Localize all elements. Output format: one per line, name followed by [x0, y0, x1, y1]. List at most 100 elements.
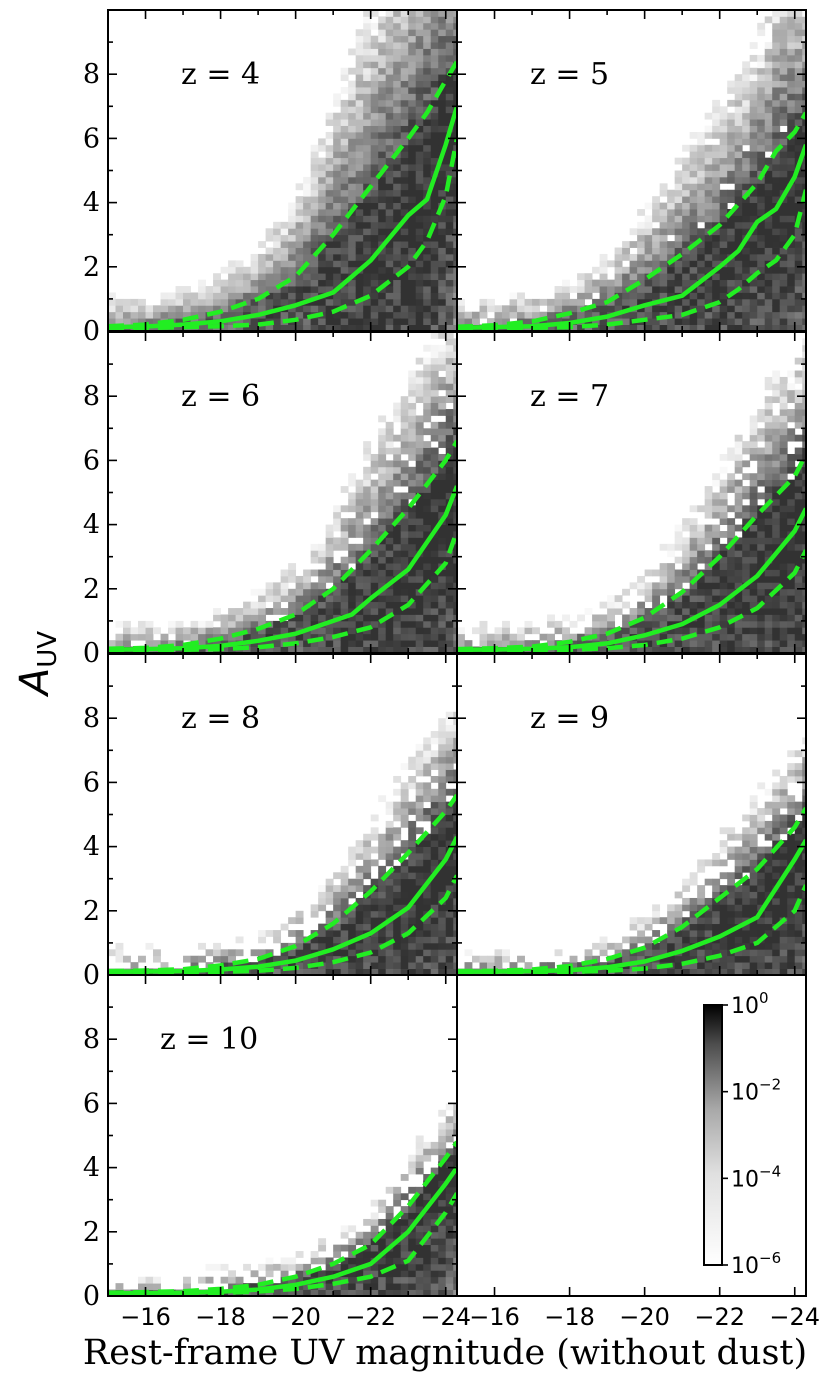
- heatmap-cell: [652, 215, 661, 223]
- heatmap-cell: [644, 646, 653, 653]
- heatmap-cell: [689, 936, 698, 944]
- heatmap-cell: [423, 74, 432, 82]
- heatmap-cell: [622, 640, 631, 647]
- heatmap-cell: [802, 563, 806, 570]
- heatmap-cell: [727, 266, 736, 274]
- heatmap-cell: [378, 460, 387, 468]
- heatmap-cell: [408, 601, 417, 609]
- heatmap-cell: [547, 962, 555, 969]
- heatmap-cell: [415, 428, 424, 436]
- heatmap-cell: [453, 324, 457, 331]
- heatmap-cell: [494, 955, 503, 963]
- heatmap-cell: [333, 511, 342, 519]
- heatmap-cell: [697, 614, 706, 622]
- heatmap-cell: [652, 949, 661, 957]
- heatmap-cell: [532, 305, 540, 313]
- heatmap-cell: [727, 827, 736, 835]
- heatmap-cell: [220, 311, 229, 319]
- heatmap-cell: [325, 318, 334, 325]
- heatmap-cell: [295, 588, 304, 596]
- heatmap-cell: [400, 640, 409, 647]
- heatmap-cell: [265, 292, 274, 300]
- heatmap-cell: [438, 119, 447, 126]
- heatmap-cell: [430, 511, 439, 519]
- heatmap-cell: [430, 750, 439, 758]
- heatmap-cell: [742, 620, 751, 628]
- heatmap-cell: [348, 524, 357, 532]
- heatmap-cell: [445, 209, 454, 216]
- heatmap-cell: [400, 125, 409, 133]
- heatmap-cell: [764, 48, 773, 56]
- heatmap-cell: [445, 563, 454, 570]
- heatmap-cell: [727, 936, 736, 944]
- heatmap-cell: [704, 505, 713, 513]
- heatmap-cell: [445, 189, 454, 197]
- heatmap-cell: [719, 505, 728, 513]
- heatmap-cell: [727, 228, 736, 236]
- heatmap-cell: [772, 601, 781, 609]
- heatmap-cell: [393, 93, 402, 101]
- heatmap-cell: [438, 582, 447, 590]
- heatmap-cell: [408, 87, 417, 94]
- heatmap-cell: [622, 936, 631, 944]
- heatmap-cell: [659, 646, 668, 653]
- heatmap-cell: [742, 588, 751, 596]
- heatmap-cell: [378, 473, 387, 481]
- heatmap-cell: [802, 324, 806, 331]
- heatmap-cell: [689, 518, 698, 525]
- heatmap-cell: [453, 550, 457, 558]
- heatmap-cell: [659, 968, 668, 975]
- heatmap-cell: [689, 524, 698, 532]
- heatmap-cell: [378, 151, 387, 159]
- heatmap-cell: [438, 575, 447, 583]
- heatmap-cell: [764, 833, 773, 841]
- heatmap-cell: [674, 595, 683, 603]
- heatmap-cell: [348, 492, 357, 500]
- heatmap-cell: [802, 273, 806, 281]
- heatmap-cell: [430, 344, 439, 352]
- heatmap-cell: [667, 923, 676, 931]
- heatmap-cell: [355, 910, 364, 918]
- heatmap-cell: [524, 627, 533, 635]
- heatmap-cell: [614, 595, 623, 603]
- heatmap-cell: [794, 537, 803, 545]
- heatmap-cell: [385, 183, 394, 191]
- heatmap-cell: [682, 640, 691, 647]
- heatmap-cell: [295, 196, 304, 203]
- heatmap-cell: [445, 460, 454, 468]
- heatmap-cell: [348, 176, 357, 184]
- heatmap-cell: [408, 505, 417, 513]
- heatmap-cell: [457, 633, 465, 641]
- heatmap-cell: [757, 409, 766, 416]
- heatmap-cell: [280, 569, 289, 577]
- heatmap-cell: [697, 859, 706, 867]
- heatmap-cell: [734, 138, 743, 146]
- heatmap-cell: [393, 183, 402, 191]
- heatmap-cell: [400, 305, 409, 313]
- heatmap-cell: [719, 170, 728, 178]
- heatmap-cell: [704, 112, 713, 120]
- heatmap-cell: [415, 383, 424, 391]
- heatmap-cell: [288, 260, 297, 268]
- heatmap-cell: [190, 955, 199, 963]
- heatmap-cell: [794, 54, 803, 62]
- heatmap-cell: [757, 106, 766, 114]
- heatmap-cell: [318, 221, 327, 229]
- heatmap-cell: [310, 640, 319, 647]
- heatmap-cell: [378, 492, 387, 500]
- heatmap-cell: [772, 840, 781, 847]
- heatmap-cell: [764, 801, 773, 809]
- heatmap-cell: [438, 241, 447, 248]
- heatmap-cell: [697, 286, 706, 293]
- heatmap-cell: [310, 595, 319, 603]
- heatmap-cell: [160, 305, 169, 313]
- heatmap-cell: [423, 614, 432, 622]
- heatmap-cell: [764, 569, 773, 577]
- heatmap-cell: [637, 962, 646, 969]
- heatmap-cell: [295, 311, 304, 319]
- heatmap-cell: [704, 646, 713, 653]
- heatmap-cell: [794, 563, 803, 570]
- heatmap-cell: [757, 112, 766, 120]
- heatmap-cell: [378, 575, 387, 583]
- heatmap-cell: [802, 364, 806, 371]
